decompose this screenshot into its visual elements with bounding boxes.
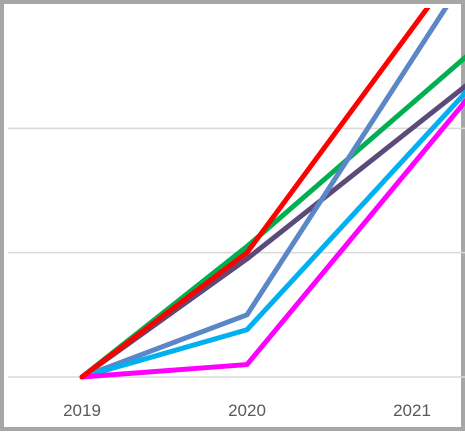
x-axis-ticks: 2019 2020 2021	[63, 401, 431, 420]
series-line-1	[79, 54, 465, 380]
x-tick-label: 2021	[393, 401, 431, 420]
series-line-4	[79, 89, 465, 380]
x-tick-label: 2019	[63, 401, 101, 420]
series-line-5	[79, 97, 465, 380]
x-tick-label: 2020	[228, 401, 266, 420]
series-lines	[79, 8, 465, 380]
line-chart: 2019 2020 2021	[8, 8, 465, 420]
series-line-6	[79, 8, 431, 380]
series-line-3	[79, 8, 449, 380]
